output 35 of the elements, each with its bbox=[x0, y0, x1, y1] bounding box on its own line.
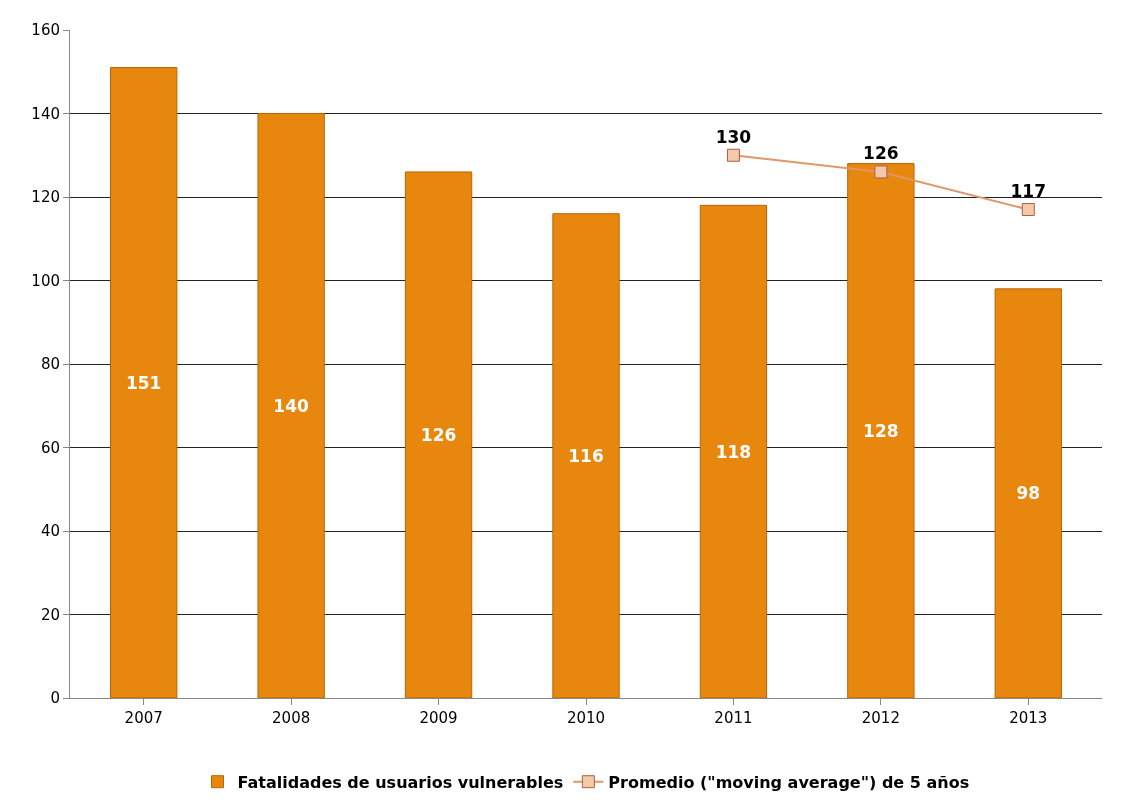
x-tick-label: 2008 bbox=[272, 709, 311, 727]
data-label: 151 bbox=[125, 372, 162, 393]
y-tick-label: 160 bbox=[31, 21, 60, 40]
data-label: 128 bbox=[863, 420, 899, 441]
x-tick-label: 2012 bbox=[861, 709, 900, 727]
x-tick-label: 2013 bbox=[1009, 709, 1048, 727]
data-label: 130 bbox=[715, 126, 752, 147]
y-tick-label: 120 bbox=[31, 188, 60, 207]
x-tick-label: 2007 bbox=[124, 709, 163, 727]
legend-label: Promedio ("moving average") de 5 años bbox=[608, 772, 970, 792]
data-label: 126 bbox=[863, 143, 899, 164]
y-tick-label: 140 bbox=[31, 104, 60, 123]
y-tick-label: 80 bbox=[40, 355, 60, 374]
bar bbox=[110, 67, 178, 698]
x-tick-label: 2009 bbox=[419, 709, 458, 727]
bar bbox=[994, 288, 1062, 698]
data-label: 116 bbox=[568, 445, 604, 466]
bar bbox=[257, 113, 325, 698]
y-tick-label: 100 bbox=[31, 271, 60, 290]
y-tick-label: 0 bbox=[50, 689, 60, 708]
data-label: 98 bbox=[1016, 483, 1041, 504]
data-label: 126 bbox=[420, 424, 457, 445]
data-label: 117 bbox=[1010, 180, 1047, 201]
y-tick-label: 40 bbox=[40, 522, 60, 541]
y-tick-label: 20 bbox=[40, 605, 60, 624]
x-tick-label: 2011 bbox=[714, 709, 753, 727]
bar bbox=[552, 213, 620, 698]
bar bbox=[404, 171, 473, 698]
legend-label: Fatalidades de usuarios vulnerables bbox=[237, 772, 564, 792]
data-label: 118 bbox=[715, 441, 752, 462]
data-label: 140 bbox=[273, 395, 309, 416]
bar bbox=[699, 204, 768, 698]
x-tick-label: 2010 bbox=[566, 709, 606, 727]
y-tick-label: 60 bbox=[40, 438, 60, 457]
bar bbox=[847, 163, 915, 698]
